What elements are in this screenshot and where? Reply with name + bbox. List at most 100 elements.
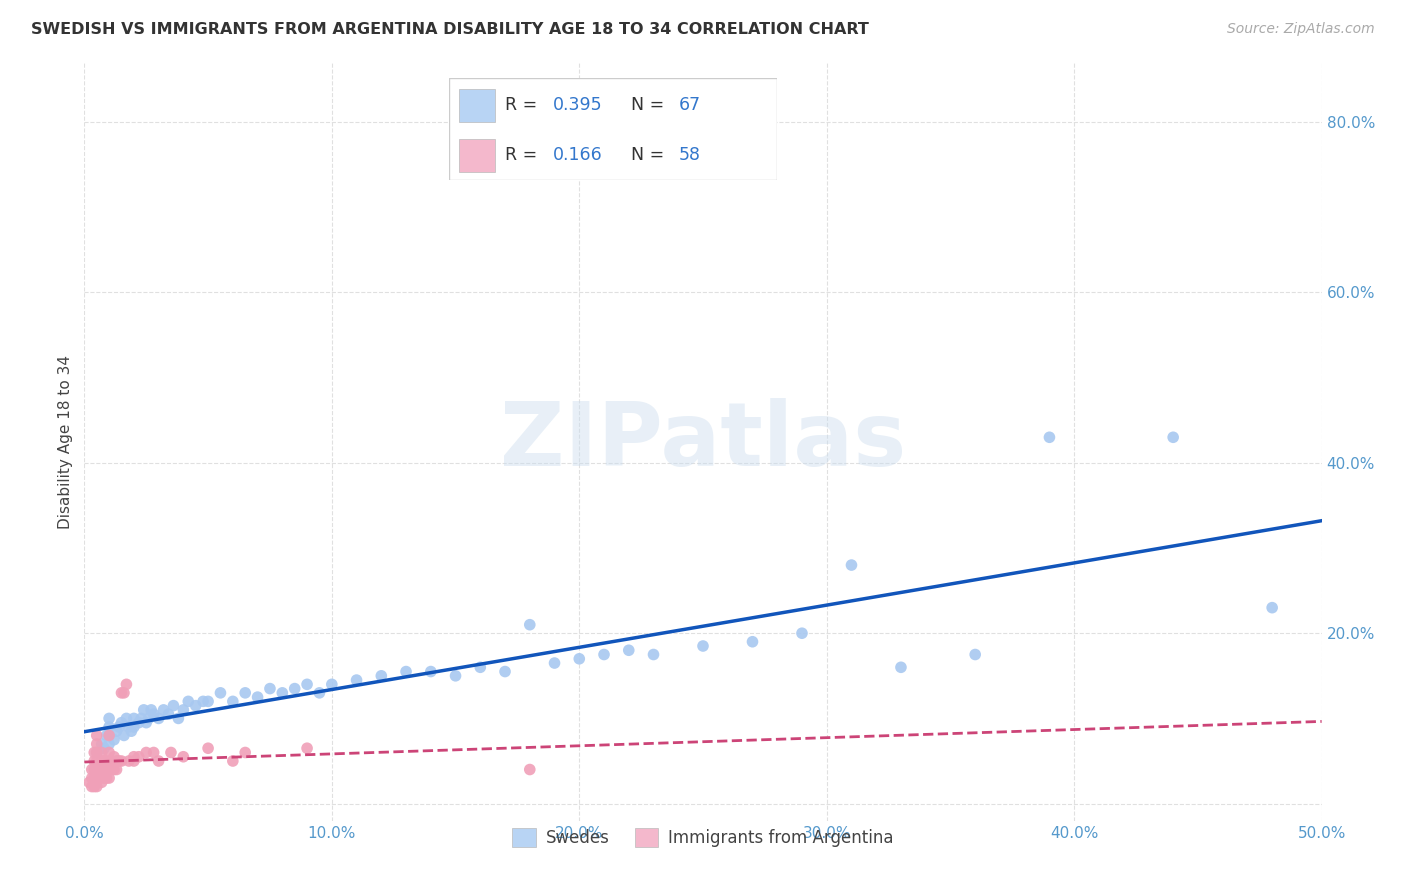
Point	[494, 665, 516, 679]
Point	[118, 720, 141, 734]
Point	[295, 741, 318, 756]
Point	[370, 669, 392, 683]
Point	[86, 754, 108, 768]
Point	[890, 660, 912, 674]
Point	[419, 665, 441, 679]
Point	[222, 754, 245, 768]
Point	[98, 737, 121, 751]
Point	[93, 741, 115, 756]
Point	[519, 617, 541, 632]
Point	[233, 686, 256, 700]
Point	[177, 694, 200, 708]
Point	[160, 746, 183, 760]
Point	[172, 703, 194, 717]
Text: ZIPatlas: ZIPatlas	[501, 398, 905, 485]
Point	[142, 707, 165, 722]
Point	[568, 652, 591, 666]
Point	[100, 754, 122, 768]
Point	[295, 677, 318, 691]
Point	[86, 763, 108, 777]
Point	[167, 711, 190, 725]
Point	[83, 746, 105, 760]
Point	[108, 754, 131, 768]
Point	[790, 626, 813, 640]
Text: SWEDISH VS IMMIGRANTS FROM ARGENTINA DISABILITY AGE 18 TO 34 CORRELATION CHART: SWEDISH VS IMMIGRANTS FROM ARGENTINA DIS…	[31, 22, 869, 37]
Point	[86, 737, 108, 751]
Point	[1038, 430, 1060, 444]
Point	[103, 732, 125, 747]
Point	[86, 728, 108, 742]
Point	[129, 711, 152, 725]
Point	[90, 766, 112, 780]
Point	[86, 746, 108, 760]
Point	[128, 749, 150, 764]
Point	[135, 746, 157, 760]
Point	[90, 737, 112, 751]
Point	[112, 728, 135, 742]
Point	[118, 754, 141, 768]
Point	[86, 771, 108, 785]
Point	[122, 720, 145, 734]
Point	[83, 780, 105, 794]
Point	[83, 754, 105, 768]
Text: Source: ZipAtlas.com: Source: ZipAtlas.com	[1227, 22, 1375, 37]
Point	[543, 656, 565, 670]
Point	[321, 677, 343, 691]
Point	[519, 763, 541, 777]
Point	[593, 648, 616, 662]
Point	[197, 694, 219, 708]
Point	[617, 643, 640, 657]
Point	[692, 639, 714, 653]
Point	[98, 746, 121, 760]
Point	[138, 711, 160, 725]
Point	[122, 711, 145, 725]
Point	[80, 771, 103, 785]
Point	[110, 715, 132, 730]
Point	[132, 703, 155, 717]
Point	[98, 771, 121, 785]
Point	[197, 741, 219, 756]
Point	[90, 746, 112, 760]
Point	[444, 669, 467, 683]
Point	[259, 681, 281, 696]
Point	[122, 749, 145, 764]
Point	[246, 690, 269, 705]
Legend: Swedes, Immigrants from Argentina: Swedes, Immigrants from Argentina	[506, 822, 900, 854]
Point	[110, 686, 132, 700]
Point	[86, 780, 108, 794]
Point	[98, 728, 121, 742]
Point	[86, 775, 108, 789]
Point	[148, 754, 170, 768]
Point	[105, 763, 128, 777]
Point	[1161, 430, 1184, 444]
Point	[148, 711, 170, 725]
Point	[98, 728, 121, 742]
Point	[128, 715, 150, 730]
Point	[105, 724, 128, 739]
Point	[209, 686, 232, 700]
Point	[93, 763, 115, 777]
Point	[643, 648, 665, 662]
Point	[346, 673, 368, 687]
Point	[184, 698, 207, 713]
Point	[89, 763, 111, 777]
Point	[103, 763, 125, 777]
Point	[135, 715, 157, 730]
Point	[90, 754, 112, 768]
Point	[96, 763, 118, 777]
Point	[115, 677, 138, 691]
Point	[233, 746, 256, 760]
Point	[83, 763, 105, 777]
Point	[152, 703, 174, 717]
Point	[96, 754, 118, 768]
Point	[93, 771, 115, 785]
Point	[271, 686, 294, 700]
Point	[90, 775, 112, 789]
Point	[93, 754, 115, 768]
Point	[96, 728, 118, 742]
Point	[841, 558, 863, 572]
Point	[162, 698, 184, 713]
Point	[103, 749, 125, 764]
Point	[1261, 600, 1284, 615]
Point	[96, 771, 118, 785]
